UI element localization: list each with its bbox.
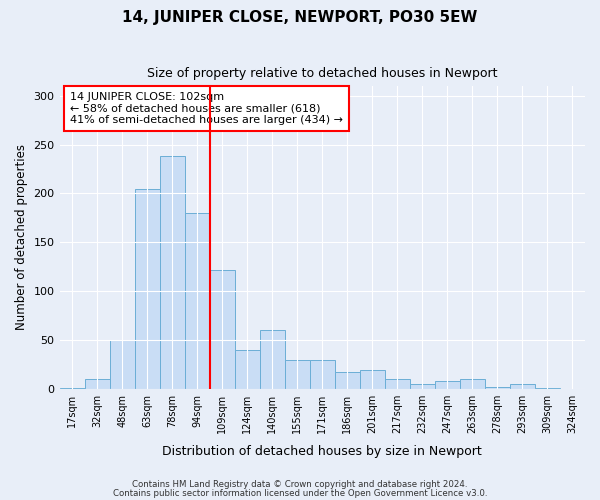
Bar: [335, 372, 360, 389]
Bar: [535, 388, 560, 389]
Y-axis label: Number of detached properties: Number of detached properties: [15, 144, 28, 330]
Text: Contains public sector information licensed under the Open Government Licence v3: Contains public sector information licen…: [113, 489, 487, 498]
Text: 14, JUNIPER CLOSE, NEWPORT, PO30 5EW: 14, JUNIPER CLOSE, NEWPORT, PO30 5EW: [122, 10, 478, 25]
Title: Size of property relative to detached houses in Newport: Size of property relative to detached ho…: [147, 68, 497, 80]
Bar: [285, 360, 310, 389]
Bar: [310, 360, 335, 389]
Bar: [185, 213, 209, 389]
X-axis label: Distribution of detached houses by size in Newport: Distribution of detached houses by size …: [163, 444, 482, 458]
Bar: [485, 387, 510, 389]
Bar: [410, 384, 435, 389]
Bar: [110, 340, 134, 389]
Bar: [260, 330, 285, 389]
Bar: [209, 270, 235, 389]
Bar: [510, 384, 535, 389]
Bar: [435, 382, 460, 389]
Text: Contains HM Land Registry data © Crown copyright and database right 2024.: Contains HM Land Registry data © Crown c…: [132, 480, 468, 489]
Bar: [160, 156, 185, 389]
Bar: [59, 388, 85, 389]
Bar: [460, 380, 485, 389]
Bar: [360, 370, 385, 389]
Bar: [235, 350, 260, 389]
Bar: [85, 380, 110, 389]
Text: 14 JUNIPER CLOSE: 102sqm
← 58% of detached houses are smaller (618)
41% of semi-: 14 JUNIPER CLOSE: 102sqm ← 58% of detach…: [70, 92, 343, 125]
Bar: [134, 188, 160, 389]
Bar: [385, 380, 410, 389]
